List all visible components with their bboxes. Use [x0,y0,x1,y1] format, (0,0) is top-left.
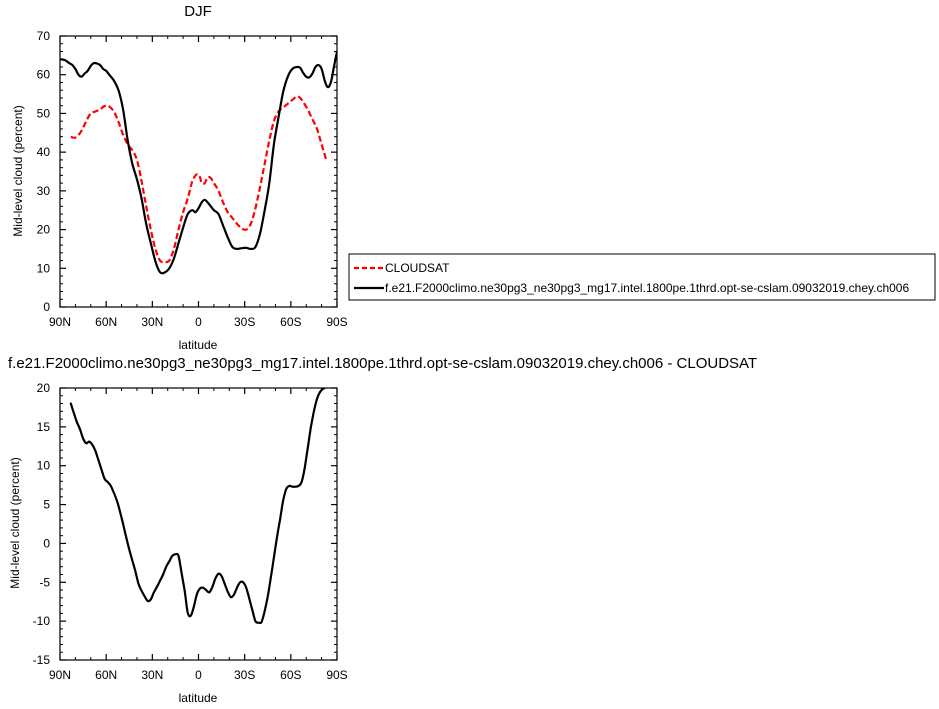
chart-title-diff: f.e21.F2000climo.ne30pg3_ne30pg3_mg17.in… [8,355,757,372]
y-tick-label: 70 [37,29,51,43]
legend: CLOUDSAT f.e21.F2000climo.ne30pg3_ne30pg… [348,253,936,301]
x-tick-label: 30N [141,668,163,682]
y-tick-label: -10 [33,614,51,628]
plot-frame-diff [59,387,338,661]
y-tick-label: 60 [37,68,51,82]
y-tick-label: 20 [37,381,51,395]
x-axis-label-diff: latitude [179,691,218,705]
y-axis-label-diff: Mid-level cloud (percent) [8,457,22,588]
x-tick-label: 60S [280,668,301,682]
y-tick-label: 15 [37,420,51,434]
x-tick-label: 30N [141,315,163,329]
y-tick-label: 0 [43,536,50,550]
x-tick-label: 90S [326,315,347,329]
chart-title: DJF [184,3,212,20]
y-axis-label: Mid-level cloud (percent) [11,105,25,236]
y-tick-label: 30 [37,184,51,198]
y-tick-label: 20 [37,223,51,237]
y-tick-label: 10 [37,261,51,275]
legend-box [348,253,936,301]
y-tick-label: -5 [39,575,50,589]
x-tick-label: 0 [195,668,202,682]
y-tick-label: 10 [37,459,51,473]
panel-top: DJF 0 10 20 30 40 50 60 70 90N 60N 30N 0 30S 60S 90S l… [11,3,348,352]
legend-label-model: f.e21.F2000climo.ne30pg3_ne30pg3_mg17.in… [385,281,909,295]
y-tick-label: 40 [37,145,51,159]
x-tick-label: 90N [49,315,71,329]
x-tick-label: 90S [326,668,347,682]
plot-frame [59,35,338,308]
x-tick-label: 30S [234,315,255,329]
y-tick-label: 50 [37,106,51,120]
djf-series-line-1 [60,50,337,275]
x-axis-label: latitude [179,338,218,352]
y-tick-label: 5 [43,498,50,512]
x-tick-label: 60N [95,315,117,329]
panel-bottom: f.e21.F2000climo.ne30pg3_ne30pg3_mg17.in… [8,355,757,705]
y-tick-label: 0 [43,300,50,314]
djf-series-line-0 [70,95,328,264]
x-tick-label: 60N [95,668,117,682]
x-tick-label: 0 [195,315,202,329]
x-tick-label: 60S [280,315,301,329]
y-tick-label: -15 [33,653,51,667]
legend-label-cloudsat: CLOUDSAT [385,261,450,275]
diff-series-line-0 [69,388,334,625]
x-tick-label: 30S [234,668,255,682]
x-tick-label: 90N [49,668,71,682]
